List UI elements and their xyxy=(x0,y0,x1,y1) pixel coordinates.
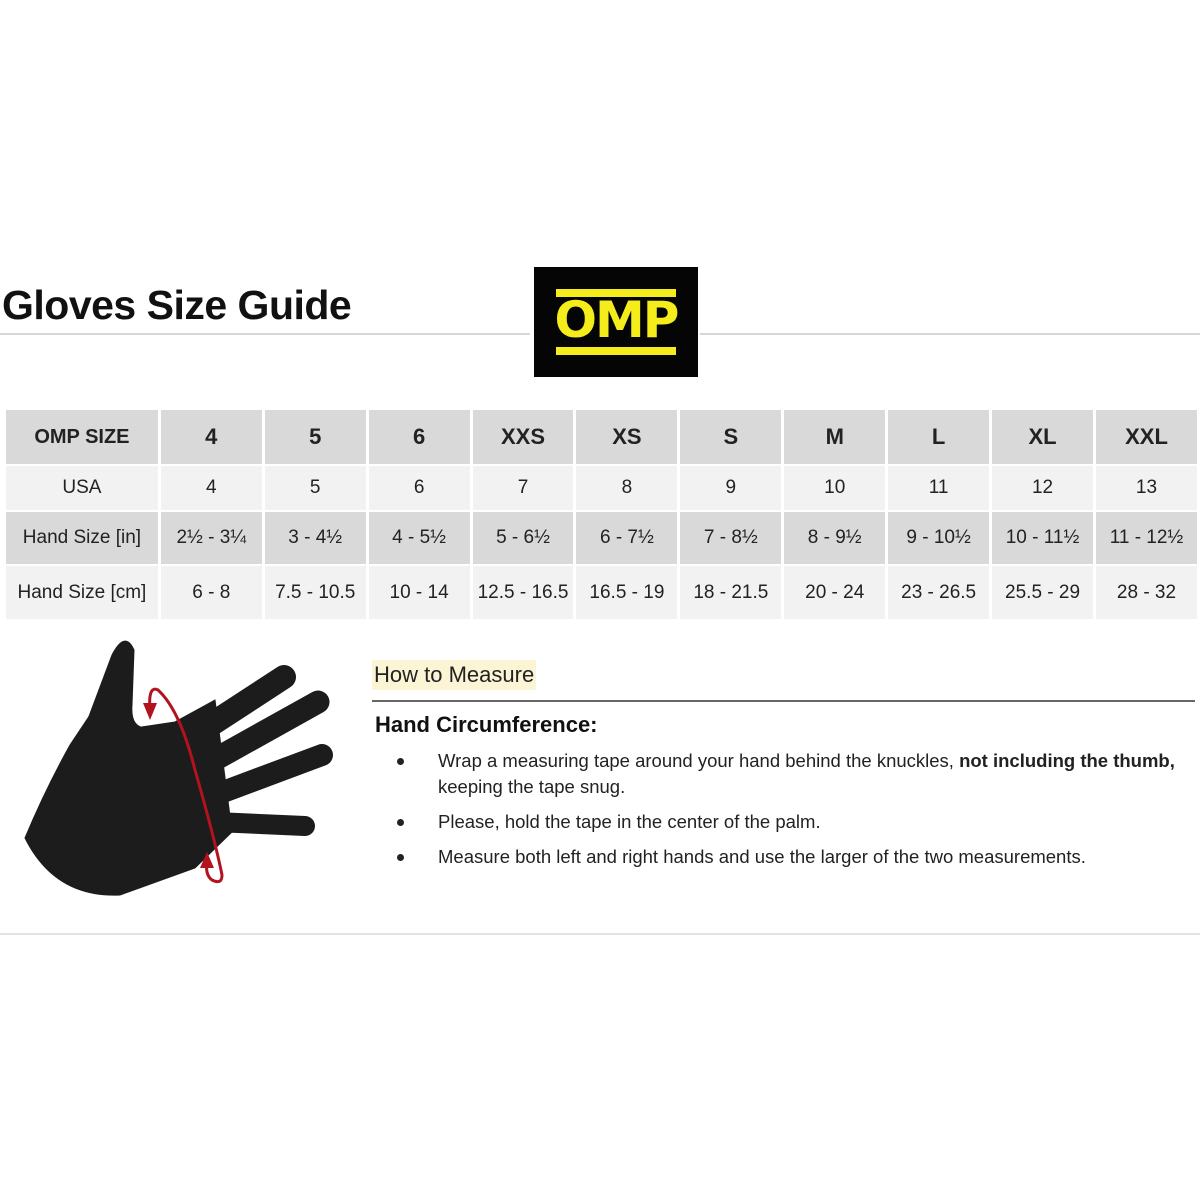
table-cell: 23 - 26.5 xyxy=(888,566,990,619)
table-row: Hand Size [cm] 6 - 8 7.5 - 10.5 10 - 14 12.5… xyxy=(6,566,1197,619)
table-cell: 11 - 12½ xyxy=(1095,512,1197,564)
table-cell: 5 - 6½ xyxy=(472,512,574,564)
table-cell: 5 xyxy=(264,410,366,464)
table-cell: 11 xyxy=(888,466,990,510)
table-cell: 7.5 - 10.5 xyxy=(264,566,366,619)
how-to-measure-heading: How to Measure xyxy=(372,660,537,690)
hand-circumference-heading: Hand Circumference: xyxy=(375,712,598,737)
logo-bar-bottom xyxy=(556,347,676,355)
bullet-text: Measure both left and right hands and us… xyxy=(438,846,1086,867)
hand-measure-icon xyxy=(24,640,333,896)
table-cell: 10 - 14 xyxy=(368,566,470,619)
logo-text: OMP xyxy=(554,291,680,349)
logo-bar-top xyxy=(556,289,676,297)
table-cell: 5 xyxy=(264,466,366,510)
table-cell: 6 xyxy=(368,466,470,510)
list-item: Please, hold the tape in the center of t… xyxy=(397,809,1190,835)
table-cell: 6 - 7½ xyxy=(576,512,678,564)
table-row: Hand Size [in] 2½ - 3¼ 3 - 4½ 4 - 5½ 5 - 6½ 6… xyxy=(6,512,1197,564)
table-cell: 8 - 9½ xyxy=(784,512,886,564)
table-cell: 10 xyxy=(784,466,886,510)
bullet-text: keeping the tape snug. xyxy=(438,776,626,797)
table-cell: 9 xyxy=(680,466,782,510)
size-table: OMP SIZE 4 5 6 XXS XS S M L XL XXL USA 4 5 6 7 8 9 10 11 12 1… xyxy=(3,408,1200,621)
table-cell: 16.5 - 19 xyxy=(576,566,678,619)
title-divider xyxy=(0,333,530,335)
section-divider xyxy=(372,700,1195,702)
bullet-text: Wrap a measuring tape around your hand b… xyxy=(438,750,960,771)
table-cell: 3 - 4½ xyxy=(264,512,366,564)
table-cell: 13 xyxy=(1095,466,1197,510)
row-label: USA xyxy=(6,466,158,510)
list-item: Measure both left and right hands and us… xyxy=(397,844,1190,870)
table-cell: 7 - 8½ xyxy=(680,512,782,564)
table-cell: S xyxy=(680,410,782,464)
instructions-list: Wrap a measuring tape around your hand b… xyxy=(397,748,1190,879)
table-row: USA 4 5 6 7 8 9 10 11 12 13 xyxy=(6,466,1197,510)
table-cell: 12 xyxy=(992,466,1093,510)
row-label: Hand Size [cm] xyxy=(6,566,158,619)
table-cell: 25.5 - 29 xyxy=(992,566,1093,619)
table-cell: 7 xyxy=(472,466,574,510)
row-label: Hand Size [in] xyxy=(6,512,158,564)
table-cell: 10 - 11½ xyxy=(992,512,1093,564)
page-title: Gloves Size Guide xyxy=(2,282,352,328)
table-cell: 4 xyxy=(160,410,262,464)
bottom-divider xyxy=(0,933,1200,935)
table-cell: 8 xyxy=(576,466,678,510)
table-cell: 12.5 - 16.5 xyxy=(472,566,574,619)
list-item: Wrap a measuring tape around your hand b… xyxy=(397,748,1190,800)
table-cell: XXL xyxy=(1095,410,1197,464)
title-divider xyxy=(700,333,1200,335)
table-cell: 2½ - 3¼ xyxy=(160,512,262,564)
bullet-bold-text: not including the thumb, xyxy=(959,750,1175,771)
table-row: OMP SIZE 4 5 6 XXS XS S M L XL XXL xyxy=(6,410,1197,464)
row-label: OMP SIZE xyxy=(6,410,158,464)
table-cell: 9 - 10½ xyxy=(888,512,990,564)
table-cell: 4 - 5½ xyxy=(368,512,470,564)
table-cell: XS xyxy=(576,410,678,464)
table-cell: XXS xyxy=(472,410,574,464)
table-cell: L xyxy=(888,410,990,464)
table-cell: 20 - 24 xyxy=(784,566,886,619)
table-cell: 4 xyxy=(160,466,262,510)
table-cell: 28 - 32 xyxy=(1095,566,1197,619)
omp-logo: OMP xyxy=(534,267,698,377)
table-cell: 6 xyxy=(368,410,470,464)
table-cell: M xyxy=(784,410,886,464)
table-cell: 6 - 8 xyxy=(160,566,262,619)
table-cell: 18 - 21.5 xyxy=(680,566,782,619)
table-cell: XL xyxy=(992,410,1093,464)
bullet-text: Please, hold the tape in the center of t… xyxy=(438,811,821,832)
